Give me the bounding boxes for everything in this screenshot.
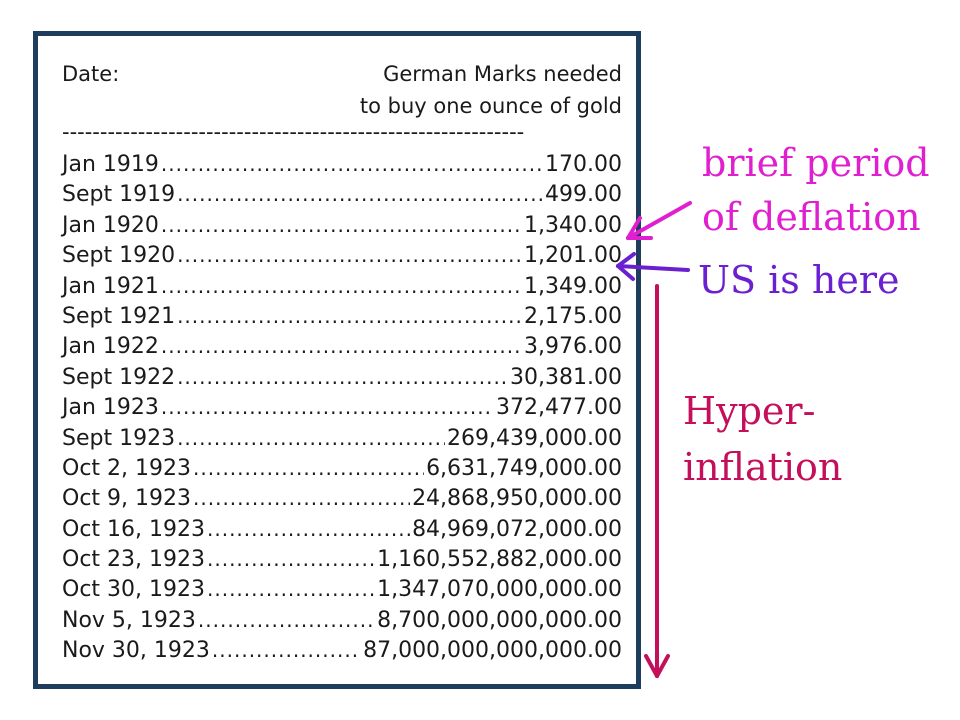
dot-leader: ........................................… — [177, 243, 522, 268]
dot-leader: ........................................… — [160, 152, 544, 176]
dot-leader: ........................................… — [177, 182, 543, 207]
row-date: Sept 1919 — [62, 182, 176, 208]
row-date: Jan 1922 — [62, 334, 159, 360]
us-here-annotation: US is here — [698, 258, 900, 302]
dot-leader: ........................................… — [160, 212, 522, 237]
table-row: Oct 9, 1923.............................… — [62, 486, 622, 516]
row-value: 84,969,072,000.00 — [412, 516, 622, 542]
table-row: Sept 1919...............................… — [62, 182, 622, 212]
table-row: Nov 5, 1923.............................… — [62, 608, 622, 638]
table-row: Jan 1919................................… — [62, 152, 622, 182]
table-row: Oct 30, 1923............................… — [62, 577, 622, 607]
row-date: Oct 23, 1923 — [62, 547, 205, 573]
value-header-line1: German Marks needed — [383, 62, 622, 86]
dot-leader: ........................................… — [211, 638, 361, 663]
deflation-annotation: brief period of deflation — [702, 136, 930, 244]
row-date: Jan 1921 — [62, 273, 159, 299]
dot-leader: ........................................… — [207, 577, 375, 602]
row-date: Jan 1919 — [62, 152, 159, 177]
row-value: 2,175.00 — [524, 303, 622, 329]
dot-leader: ........................................… — [177, 425, 446, 450]
row-date: Oct 2, 1923 — [62, 455, 192, 481]
header-separator: ----------------------------------------… — [62, 122, 525, 142]
table-row: Sept 1923...............................… — [62, 426, 622, 456]
dot-leader: ........................................… — [160, 334, 522, 359]
dot-leader: ........................................… — [193, 455, 424, 480]
hyperinflation-annotation: Hyper- inflation — [683, 383, 842, 495]
row-date: Oct 9, 1923 — [62, 486, 192, 512]
dot-leader: ........................................… — [193, 486, 411, 511]
deflation-line1: brief period — [702, 141, 930, 185]
row-value: 1,349.00 — [524, 273, 622, 299]
table-row: Jan 1921................................… — [62, 274, 622, 304]
row-value: 1,201.00 — [524, 243, 622, 269]
row-value: 30,381.00 — [510, 364, 622, 390]
dot-leader: ........................................… — [207, 547, 375, 572]
row-value: 269,439,000.00 — [447, 425, 622, 451]
table-rows: Jan 1919................................… — [62, 152, 622, 669]
row-value: 6,631,749,000.00 — [426, 455, 622, 481]
dot-leader: ........................................… — [197, 607, 375, 632]
row-date: Nov 30, 1923 — [62, 638, 210, 664]
dot-leader: ........................................… — [160, 395, 494, 420]
table-row: Sept 1920...............................… — [62, 243, 622, 273]
table-row: Oct 23, 1923............................… — [62, 547, 622, 577]
date-column-header: Date: — [62, 62, 120, 86]
dot-leader: ........................................… — [177, 303, 522, 328]
row-date: Sept 1922 — [62, 364, 176, 390]
row-date: Oct 30, 1923 — [62, 577, 205, 603]
deflation-line2: of deflation — [702, 195, 921, 239]
row-date: Sept 1920 — [62, 243, 176, 269]
table-row: Oct 16, 1923............................… — [62, 517, 622, 547]
table-row: Jan 1922................................… — [62, 334, 622, 364]
row-date: Sept 1923 — [62, 425, 176, 451]
dot-leader: ........................................… — [177, 364, 509, 389]
row-value: 24,868,950,000.00 — [412, 486, 622, 512]
hyper-line1: Hyper- — [683, 389, 816, 433]
table-row: Nov 30, 1923............................… — [62, 638, 622, 668]
row-value: 1,160,552,882,000.00 — [377, 547, 622, 573]
gold-price-table: Date: German Marks needed to buy one oun… — [33, 31, 641, 689]
row-value: 499.00 — [545, 182, 622, 208]
row-date: Jan 1920 — [62, 212, 159, 238]
table-row: Jan 1920................................… — [62, 213, 622, 243]
hyperinflation-arrow-icon — [644, 284, 670, 678]
row-date: Nov 5, 1923 — [62, 607, 196, 633]
row-date: Jan 1923 — [62, 395, 159, 421]
table-row: Sept 1921...............................… — [62, 304, 622, 334]
row-value: 170.00 — [545, 152, 622, 177]
table-row: Jan 1923................................… — [62, 395, 622, 425]
table-row: Oct 2, 1923.............................… — [62, 456, 622, 486]
value-header-line2: to buy one ounce of gold — [359, 94, 622, 118]
hyper-line2: inflation — [683, 445, 843, 489]
row-value: 1,347,070,000,000.00 — [377, 577, 622, 603]
row-value: 87,000,000,000,000.00 — [363, 638, 622, 664]
dot-leader: ........................................… — [207, 516, 411, 541]
row-value: 8,700,000,000,000.00 — [377, 607, 622, 633]
row-date: Oct 16, 1923 — [62, 516, 205, 542]
dot-leader: ........................................… — [160, 273, 522, 298]
row-date: Sept 1921 — [62, 303, 176, 329]
row-value: 3,976.00 — [524, 334, 622, 360]
row-value: 1,340.00 — [524, 212, 622, 238]
table-row: Sept 1922...............................… — [62, 365, 622, 395]
row-value: 372,477.00 — [496, 395, 622, 421]
value-column-header: German Marks needed to buy one ounce of … — [282, 58, 622, 122]
